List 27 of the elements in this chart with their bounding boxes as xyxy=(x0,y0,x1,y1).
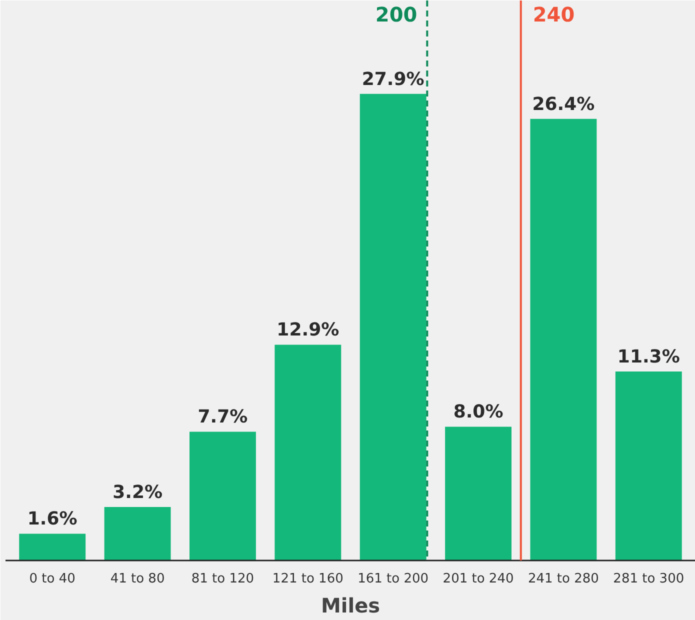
x-tick-label: 81 to 120 xyxy=(191,572,254,586)
data-label: 7.7% xyxy=(198,406,248,428)
bar xyxy=(360,94,426,560)
data-label: 8.0% xyxy=(453,402,504,423)
data-label: 26.4% xyxy=(532,94,595,115)
bar xyxy=(615,371,682,560)
data-label: 3.2% xyxy=(112,482,162,503)
bar xyxy=(445,426,512,560)
x-tick-label: 121 to 160 xyxy=(272,572,344,586)
bar xyxy=(190,432,256,560)
bar xyxy=(19,534,86,560)
x-tick-label: 41 to 80 xyxy=(110,572,165,586)
x-axis-title: Miles xyxy=(320,594,380,618)
x-tick-label: 281 to 300 xyxy=(613,572,684,586)
bar xyxy=(104,506,171,560)
x-tick-label: 241 to 280 xyxy=(528,572,599,586)
x-tick-label: 0 to 40 xyxy=(29,572,76,586)
bar xyxy=(274,344,342,560)
x-tick-label: 161 to 200 xyxy=(358,572,429,586)
data-label: 12.9% xyxy=(276,320,340,341)
data-label: 1.6% xyxy=(27,508,78,530)
data-label: 27.9% xyxy=(362,68,424,90)
ref-line-label: 240 xyxy=(532,2,575,26)
data-label: 11.3% xyxy=(617,346,680,368)
bar xyxy=(530,118,597,560)
ref-line-label: 200 xyxy=(375,2,418,26)
x-tick-label: 201 to 240 xyxy=(442,572,514,586)
